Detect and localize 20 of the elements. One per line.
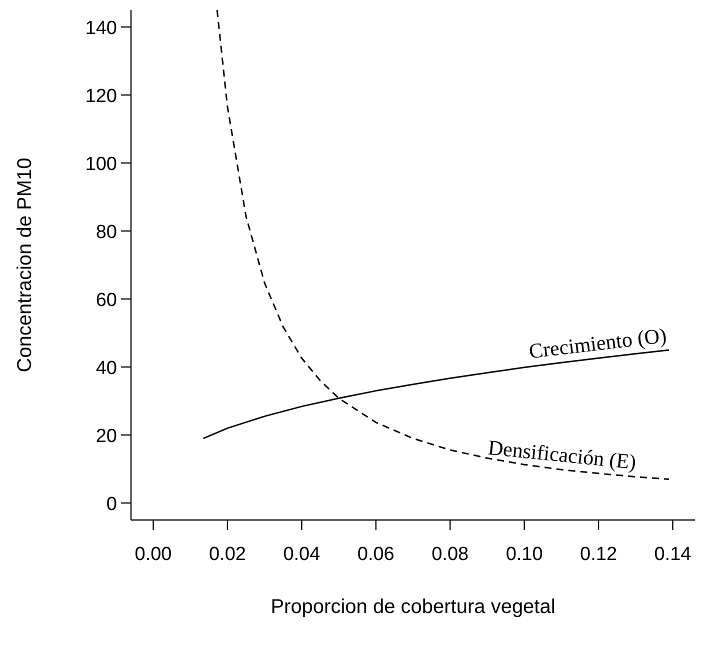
x-tick-label: 0.00 [134,544,172,565]
y-tick-label: 80 [96,222,117,243]
y-tick-label: 40 [96,358,117,379]
y-tick-label: 140 [85,18,117,39]
x-tick-label: 0.06 [357,544,394,565]
y-tick-label: 20 [96,426,117,447]
y-tick-label: 120 [85,86,117,107]
x-tick-label: 0.04 [283,544,321,565]
x-tick-label: 0.14 [654,544,692,565]
text: Densificación (E) [486,435,638,474]
x-axis-title: Proporcion de cobertura vegetal [270,596,556,618]
x-tick-label: 0.02 [208,544,246,565]
x-tick-label: 0.12 [580,544,618,565]
x-tick-label: 0.10 [506,544,543,565]
x-tick-label: 0.08 [432,544,469,565]
y-tick-label: 100 [85,154,117,175]
text: Crecimiento (O) [528,323,668,364]
y-axis-title: Concentracion de PM10 [14,158,36,372]
y-tick-label: 60 [96,290,117,311]
y-tick-label: 0 [106,494,117,515]
